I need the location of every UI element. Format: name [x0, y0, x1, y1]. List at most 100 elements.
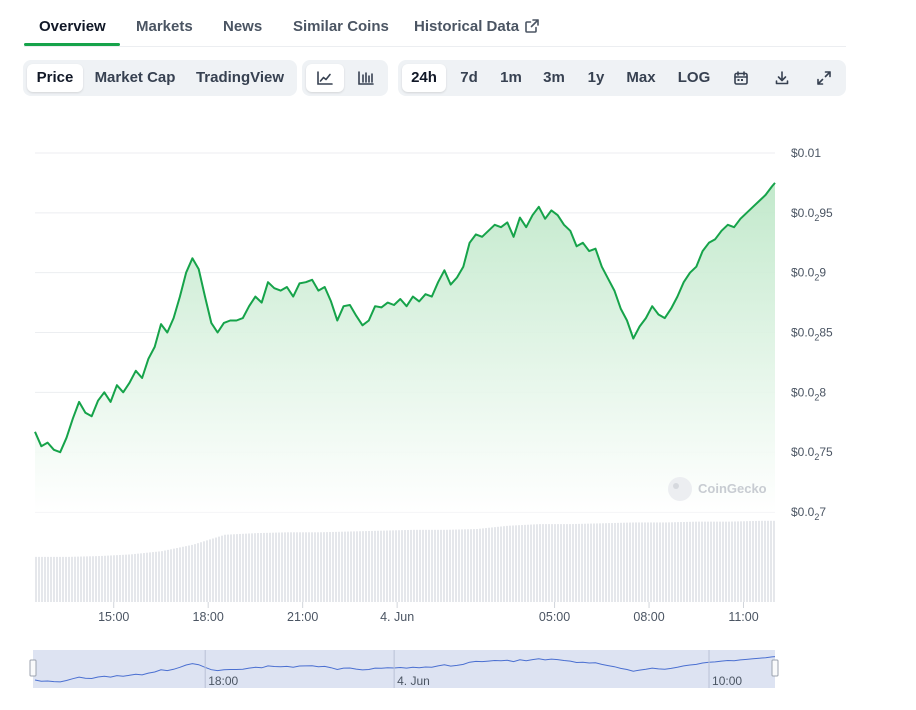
range-navigator[interactable]: 18:00 4. Jun 10:00: [29, 650, 779, 688]
price-button[interactable]: Price: [27, 64, 83, 92]
volume-bar: [659, 522, 661, 602]
volume-bar: [71, 556, 73, 602]
volume-bar: [671, 522, 673, 602]
date-range-button[interactable]: [724, 64, 758, 92]
volume-bar: [575, 523, 577, 602]
volume-bar: [386, 530, 388, 602]
volume-bar: [503, 526, 505, 602]
volume-bar: [746, 521, 748, 602]
volume-bar: [332, 531, 334, 602]
volume-bar: [233, 534, 235, 602]
fullscreen-button[interactable]: [806, 64, 842, 92]
volume-bar: [536, 524, 538, 602]
candlestick-chart-button[interactable]: [348, 64, 384, 92]
volume-bar: [179, 547, 181, 602]
volume-bar: [608, 523, 610, 602]
volume-bar: [557, 524, 559, 602]
volume-bar: [95, 556, 97, 602]
line-chart-button[interactable]: [306, 64, 344, 92]
volume-bar: [533, 524, 535, 602]
x-axis-labels: 15:00 18:00 21:00 4. Jun 05:00 08:00 11:00: [98, 602, 759, 624]
volume-bar: [539, 524, 541, 602]
volume-bar: [632, 522, 634, 602]
volume-bar: [458, 529, 460, 602]
volume-bar: [290, 532, 292, 602]
tradingview-button[interactable]: TradingView: [195, 69, 285, 86]
tab-historical-data-label: Historical Data: [414, 18, 520, 35]
volume-bar: [281, 532, 283, 602]
volume-bar: [248, 533, 250, 602]
volume-bar: [287, 532, 289, 602]
log-scale-button[interactable]: LOG: [677, 69, 711, 86]
volume-bar: [107, 555, 109, 602]
time-range-selector: 24h 7d 1m 3m 1y Max LOG: [398, 60, 846, 96]
volume-bar: [446, 529, 448, 602]
range-7d-button[interactable]: 7d: [460, 69, 478, 86]
tab-historical-data[interactable]: Historical Data: [414, 18, 539, 35]
tab-markets[interactable]: Markets: [136, 18, 193, 35]
volume-bar: [761, 520, 763, 602]
volume-bar: [137, 553, 139, 602]
tab-news[interactable]: News: [223, 18, 263, 35]
volume-bar: [440, 529, 442, 602]
volume-bar: [464, 529, 466, 602]
volume-bar: [302, 532, 304, 602]
volume-bar: [719, 521, 721, 602]
volume-bar: [134, 553, 136, 602]
x-tick-label: 11:00: [728, 610, 758, 624]
volume-bar: [398, 530, 400, 602]
tab-similar-coins[interactable]: Similar Coins: [293, 18, 389, 35]
download-button[interactable]: [764, 64, 800, 92]
volume-bar: [518, 525, 520, 602]
watermark-text: CoinGecko: [698, 481, 767, 496]
navigator-left-handle[interactable]: [29, 659, 37, 677]
volume-bar: [215, 537, 217, 602]
y-tick-label: $0.027: [791, 505, 826, 522]
line-chart-icon: [317, 71, 333, 85]
volume-bar: [59, 556, 61, 602]
y-tick-label: $0.0295: [791, 206, 833, 223]
navigator-selection[interactable]: [33, 650, 775, 688]
volume-bar: [284, 532, 286, 602]
navigator-tick-label: 4. Jun: [397, 674, 430, 688]
volume-bar: [554, 524, 556, 602]
volume-bar: [359, 531, 361, 602]
tab-overview[interactable]: Overview: [39, 18, 106, 35]
volume-bar: [92, 556, 94, 602]
volume-bar: [482, 528, 484, 602]
navigator-right-handle[interactable]: [771, 659, 779, 677]
volume-bar: [704, 521, 706, 602]
volume-bar: [527, 524, 529, 602]
volume-bar: [272, 532, 274, 602]
volume-bar: [494, 527, 496, 602]
range-1y-button[interactable]: 1y: [587, 69, 605, 86]
volume-bar: [743, 521, 745, 602]
volume-bar: [305, 532, 307, 602]
volume-bar: [419, 529, 421, 602]
market-cap-button[interactable]: Market Cap: [94, 69, 176, 86]
volume-bar: [461, 529, 463, 602]
volume-bar: [653, 522, 655, 602]
range-3m-button[interactable]: 3m: [543, 69, 565, 86]
volume-bar: [764, 520, 766, 602]
volume-bar: [245, 533, 247, 602]
volume-bar: [41, 556, 43, 602]
volume-bar: [77, 556, 79, 602]
volume-bar: [566, 524, 568, 602]
volume-bar: [767, 520, 769, 602]
price-chart[interactable]: $0.01 $0.0295 $0.029 $0.0285 $0.028 $0.0275 $0…: [0, 100, 916, 700]
range-1m-button[interactable]: 1m: [500, 69, 522, 86]
volume-bar: [335, 531, 337, 602]
volume-bar: [641, 522, 643, 602]
volume-bar: [614, 522, 616, 602]
volume-bar: [299, 532, 301, 602]
range-24h-button[interactable]: 24h: [402, 64, 446, 92]
volume-bar: [38, 556, 40, 602]
volume-bar: [413, 529, 415, 602]
volume-bar: [731, 521, 733, 602]
volume-bar: [113, 555, 115, 602]
y-tick-label: $0.0285: [791, 326, 833, 343]
volume-bar: [161, 551, 163, 602]
range-max-button[interactable]: Max: [626, 69, 656, 86]
volume-bar: [197, 543, 199, 602]
